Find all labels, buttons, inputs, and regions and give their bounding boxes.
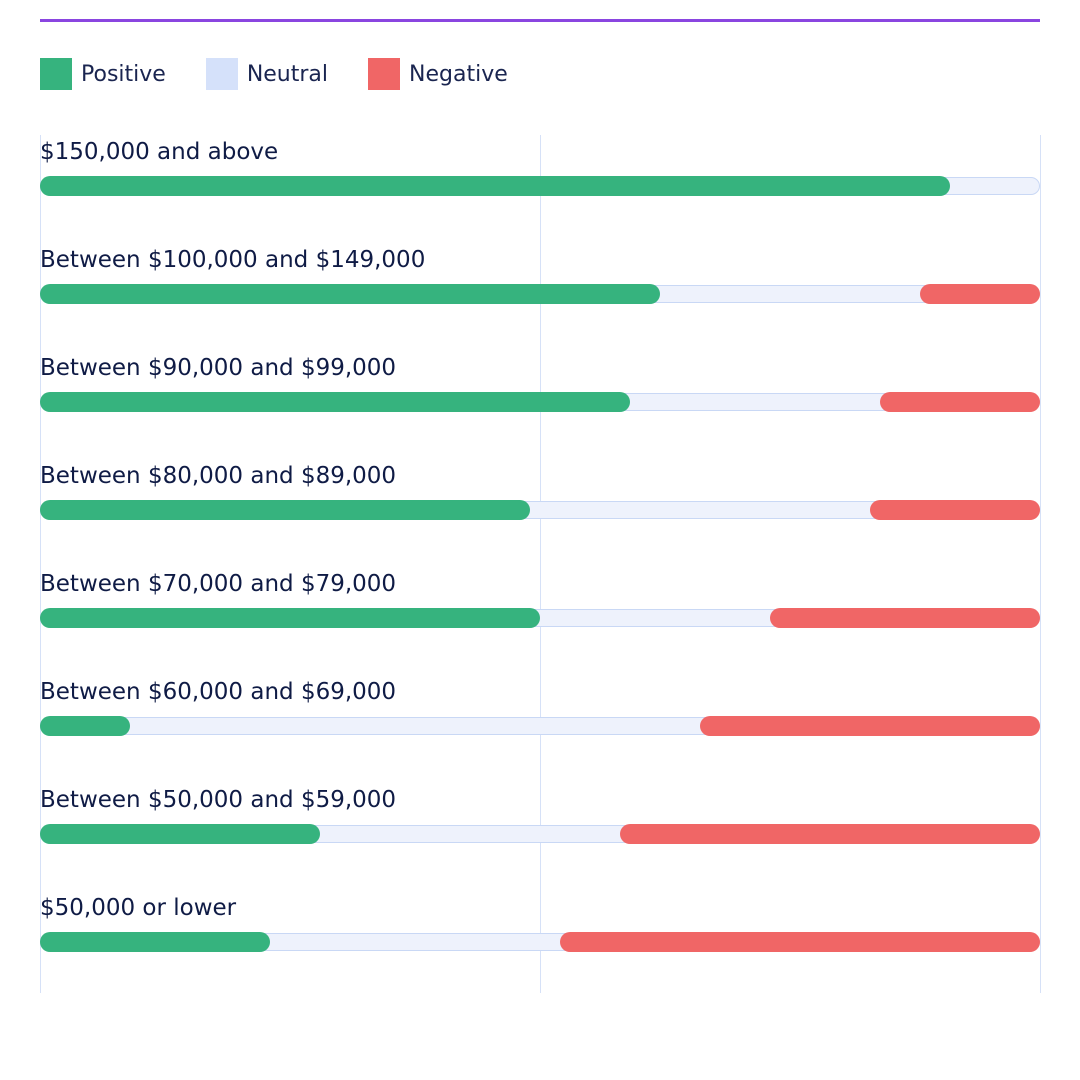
negative-bar — [920, 284, 1040, 304]
negative-bar — [620, 824, 1040, 844]
accent-line — [40, 19, 1040, 22]
bar-row: $50,000 or lower — [40, 891, 1040, 999]
negative-bar — [700, 716, 1040, 736]
positive-bar — [40, 608, 540, 628]
positive-bar — [40, 176, 950, 196]
legend-item-positive: Positive — [40, 58, 166, 90]
legend-item-neutral: Neutral — [205, 58, 329, 90]
positive-bar — [40, 500, 530, 520]
gridline — [1040, 135, 1041, 993]
bar-row: Between $100,000 and $149,000 — [40, 243, 1040, 351]
bar-row: Between $70,000 and $79,000 — [40, 567, 1040, 675]
positive-bar — [40, 932, 270, 952]
category-label: Between $100,000 and $149,000 — [40, 247, 426, 273]
category-label: Between $80,000 and $89,000 — [40, 463, 397, 489]
category-label: Between $60,000 and $69,000 — [40, 679, 397, 705]
category-label: $50,000 or lower — [40, 895, 237, 921]
positive-bar — [40, 284, 660, 304]
bar-row: Between $50,000 and $59,000 — [40, 783, 1040, 891]
positive-bar — [40, 824, 320, 844]
legend-item-negative: Negative — [368, 58, 508, 90]
bar-row: Between $60,000 and $69,000 — [40, 675, 1040, 783]
legend-label: Positive — [81, 61, 166, 87]
negative-bar — [870, 500, 1040, 520]
gridline — [540, 135, 541, 993]
bar-row: Between $90,000 and $99,000 — [40, 351, 1040, 459]
legend-swatch-positive — [40, 58, 72, 90]
positive-bar — [40, 716, 130, 736]
negative-bar — [560, 932, 1040, 952]
positive-bar — [40, 392, 630, 412]
category-label: Between $70,000 and $79,000 — [40, 571, 397, 597]
legend-label: Neutral — [246, 61, 329, 87]
category-label: Between $50,000 and $59,000 — [40, 787, 397, 813]
negative-bar — [770, 608, 1040, 628]
legend-label: Negative — [409, 61, 508, 87]
bar-row: $150,000 and above — [40, 135, 1040, 243]
legend: Positive Neutral Negative — [40, 58, 548, 90]
gridline — [40, 135, 41, 993]
bar-row: Between $80,000 and $89,000 — [40, 459, 1040, 567]
category-label: Between $90,000 and $99,000 — [40, 355, 397, 381]
category-label: $150,000 and above — [40, 139, 279, 165]
legend-swatch-neutral — [205, 58, 238, 90]
negative-bar — [880, 392, 1040, 412]
legend-swatch-negative — [368, 58, 401, 90]
